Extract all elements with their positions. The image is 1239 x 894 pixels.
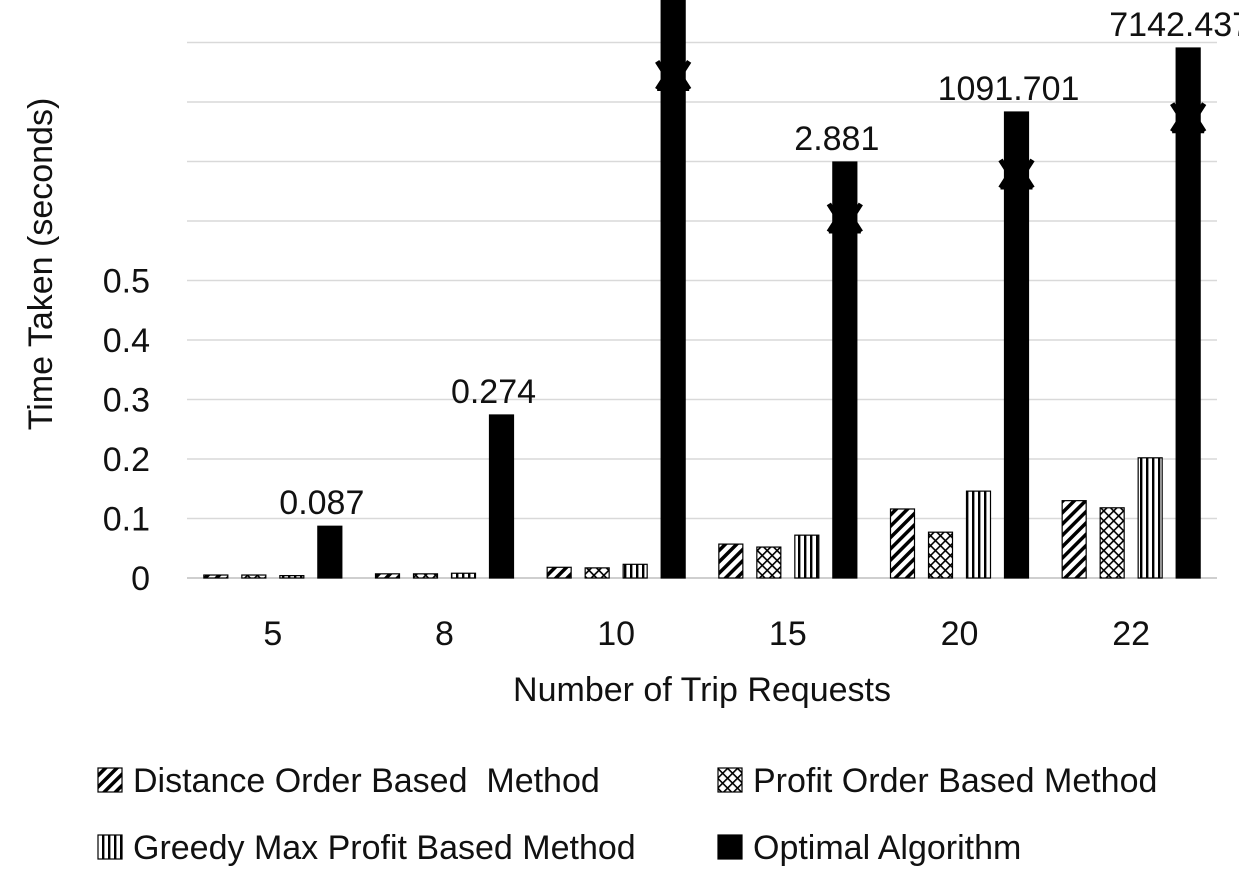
- axis-break-mark: [828, 230, 861, 234]
- legend: Distance Order Based Method Profit Order …: [97, 762, 1157, 867]
- axis-break-mark: [657, 87, 690, 91]
- axis-break-mark: [1172, 130, 1205, 134]
- bar-greedy-max-profit-based-method: [279, 575, 305, 579]
- axis-break-mark: [1170, 102, 1185, 133]
- x-tick-label: 10: [597, 615, 635, 653]
- data-label: 1091.701: [938, 70, 1080, 108]
- legend-label: Profit Order Based Method: [753, 762, 1157, 800]
- bar-distance-order-based-method: [718, 543, 744, 579]
- legend-label: Greedy Max Profit Based Method: [133, 829, 636, 867]
- y-tick-label: 0.4: [103, 322, 150, 360]
- data-label: 7142.437: [1109, 6, 1239, 44]
- bar-distance-order-based-method: [203, 574, 229, 579]
- bars: [203, 0, 1207, 579]
- bar-greedy-max-profit-based-method: [794, 534, 820, 579]
- axis-break-mark: [1020, 158, 1035, 190]
- bar-greedy-max-profit-based-method: [450, 572, 477, 579]
- bar-profit-order-based-method: [1099, 507, 1125, 579]
- y-tick-label: 0.5: [103, 263, 150, 301]
- legend-label: Distance Order Based Method: [133, 762, 600, 800]
- x-tick-label: 22: [1112, 615, 1150, 653]
- bar-optimal-algorithm: [317, 525, 343, 579]
- bar-profit-order-based-method: [412, 573, 439, 579]
- bar-distance-order-based-method: [1061, 500, 1087, 579]
- gridlines: [187, 41, 1217, 579]
- y-tick-label: 0: [131, 560, 150, 598]
- data-label: 0.274: [451, 373, 536, 411]
- y-axis-title: Time Taken (seconds): [22, 98, 60, 431]
- axis-break-mark: [1192, 102, 1207, 133]
- legend-swatch: [97, 767, 123, 793]
- y-axis-ticks: 0 0.1 0.2 0.3 0.4 0.5: [103, 263, 150, 599]
- legend-label: Optimal Algorithm: [753, 829, 1021, 867]
- legend-swatch: [97, 834, 123, 860]
- data-label: 0.087: [279, 484, 364, 522]
- y-tick-label: 0.1: [103, 501, 150, 539]
- y-tick-label: 0.3: [103, 382, 150, 420]
- bar-profit-order-based-method: [756, 546, 782, 579]
- bar-profit-order-based-method: [584, 567, 610, 579]
- bar-distance-order-based-method: [374, 573, 401, 579]
- axis-break-mark: [826, 202, 841, 234]
- legend-swatch: [717, 767, 743, 793]
- x-tick-label: 20: [941, 615, 979, 653]
- bar-profit-order-based-method: [241, 574, 267, 579]
- bar-optimal-algorithm: [1003, 111, 1030, 579]
- bar-greedy-max-profit-based-method: [1137, 457, 1163, 579]
- data-label: 2.881: [794, 120, 879, 158]
- x-tick-label: 5: [263, 615, 282, 653]
- bar-greedy-max-profit-based-method: [965, 490, 992, 579]
- axis-break-mark: [848, 202, 863, 234]
- axis-break-mark: [998, 158, 1013, 190]
- bar-optimal-algorithm: [1175, 47, 1201, 579]
- bar-optimal-algorithm: [660, 0, 686, 579]
- axis-break-mark: [677, 60, 692, 91]
- axis-break-mark: [1000, 186, 1033, 190]
- bar-distance-order-based-method: [546, 566, 572, 579]
- y-tick-label: 0.2: [103, 441, 150, 479]
- bar-profit-order-based-method: [927, 531, 954, 579]
- bar-distance-order-based-method: [889, 508, 916, 579]
- bar-optimal-algorithm: [488, 414, 515, 579]
- x-tick-label: 15: [769, 615, 807, 653]
- x-tick-label: 8: [435, 615, 454, 653]
- bar-greedy-max-profit-based-method: [622, 563, 648, 579]
- x-axis-title: Number of Trip Requests: [513, 671, 891, 709]
- legend-swatch: [717, 834, 743, 860]
- x-axis-ticks: 5 8 10 15 20 22: [263, 615, 1150, 653]
- axis-break-mark: [655, 60, 670, 91]
